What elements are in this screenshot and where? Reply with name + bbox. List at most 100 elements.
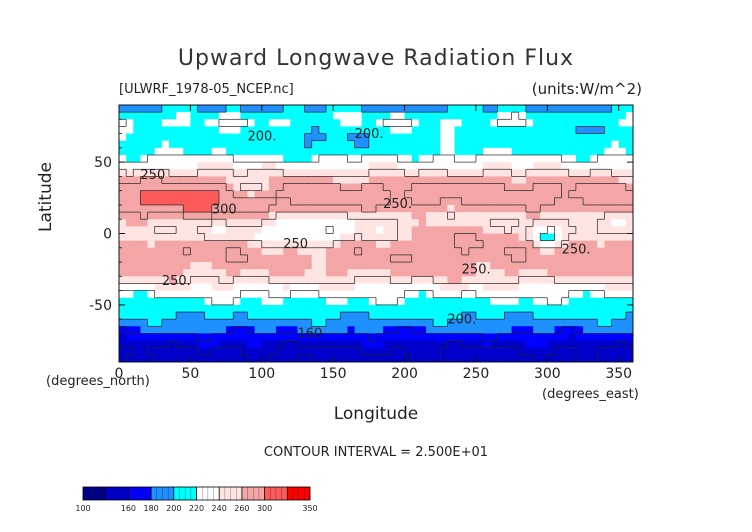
heatmap-cell: [161, 254, 170, 263]
heatmap-cell: [447, 126, 456, 135]
heatmap-cell: [583, 154, 591, 163]
heatmap-cell: [483, 133, 491, 142]
heatmap-cell: [176, 176, 184, 185]
heatmap-cell: [540, 126, 548, 135]
heatmap-cell: [361, 269, 370, 277]
heatmap-cell: [161, 283, 170, 292]
heatmap-cell: [454, 347, 463, 356]
heatmap-cell: [497, 162, 506, 170]
heatmap-cell: [297, 326, 306, 335]
heatmap-cell: [297, 140, 306, 149]
heatmap-cell: [533, 226, 541, 235]
heatmap-cell: [218, 333, 227, 342]
heatmap-cell: [161, 190, 170, 199]
heatmap-cell: [233, 333, 241, 342]
heatmap-cell: [361, 112, 370, 120]
heatmap-cell: [247, 169, 256, 177]
heatmap-cell: [254, 333, 263, 342]
heatmap-cell: [525, 105, 534, 113]
heatmap-cell: [418, 190, 427, 199]
heatmap-cell: [597, 354, 606, 362]
heatmap-cell: [161, 197, 170, 206]
heatmap-cell: [176, 312, 184, 320]
heatmap-cell: [433, 183, 441, 192]
heatmap-cell: [461, 319, 470, 327]
heatmap-cell: [483, 162, 491, 170]
heatmap-cell: [418, 283, 427, 292]
heatmap-cell: [604, 269, 613, 277]
heatmap-cell: [575, 290, 584, 299]
heatmap-cell: [268, 204, 277, 213]
heatmap-cell: [547, 119, 556, 128]
heatmap-cell: [233, 354, 241, 362]
heatmap-cell: [340, 190, 349, 199]
heatmap-cell: [461, 247, 470, 256]
heatmap-cell: [297, 154, 306, 163]
heatmap-cell: [218, 347, 227, 356]
heatmap-cell: [411, 140, 420, 149]
heatmap-cell: [276, 312, 284, 320]
heatmap-cell: [218, 233, 227, 242]
heatmap-cell: [511, 154, 520, 163]
heatmap-cell: [168, 304, 177, 313]
heatmap-cell: [226, 190, 234, 199]
heatmap-cell: [247, 290, 256, 299]
heatmap-cell: [176, 290, 184, 299]
heatmap-cell: [625, 290, 633, 299]
heatmap-cell: [190, 283, 199, 292]
heatmap-cell: [311, 219, 320, 227]
heatmap-cell: [197, 283, 206, 292]
heatmap-cell: [468, 269, 477, 277]
heatmap-cell: [475, 326, 484, 335]
heatmap-cell: [418, 133, 427, 142]
heatmap-cell: [433, 262, 441, 270]
heatmap-cell: [397, 262, 406, 270]
heatmap-cell: [190, 269, 199, 277]
heatmap-cell: [276, 333, 284, 342]
heatmap-cell: [504, 247, 513, 256]
heatmap-cell: [604, 290, 613, 299]
heatmap-cell: [297, 262, 306, 270]
heatmap-cell: [597, 262, 606, 270]
heatmap-cell: [133, 197, 142, 206]
heatmap-cell: [197, 262, 206, 270]
heatmap-cell: [304, 247, 313, 256]
heatmap-cell: [597, 247, 606, 256]
heatmap-cell: [140, 290, 149, 299]
heatmap-cell: [583, 304, 591, 313]
heatmap-cell: [561, 262, 570, 270]
heatmap-cell: [290, 276, 299, 285]
heatmap-cell: [447, 112, 456, 120]
heatmap-cell: [161, 204, 170, 213]
heatmap-cell: [461, 112, 470, 120]
heatmap-cell: [168, 105, 177, 113]
heatmap-cell: [468, 183, 477, 192]
heatmap-cell: [575, 190, 584, 199]
heatmap-cell: [461, 304, 470, 313]
heatmap-cell: [454, 226, 463, 235]
heatmap-cell: [383, 212, 391, 220]
heatmap-cell: [454, 319, 463, 327]
heatmap-cell: [283, 262, 291, 270]
heatmap-cell: [511, 304, 520, 313]
heatmap-cell: [433, 119, 441, 128]
heatmap-cell: [618, 304, 627, 313]
heatmap-cell: [390, 283, 399, 292]
heatmap-cell: [126, 304, 134, 313]
y-tick-label: 0: [103, 227, 112, 243]
heatmap-cell: [440, 105, 448, 113]
heatmap-cell: [583, 269, 591, 277]
heatmap-cell: [247, 354, 256, 362]
heatmap-cell: [533, 112, 541, 120]
heatmap-cell: [468, 304, 477, 313]
heatmap-cell: [233, 140, 241, 149]
heatmap-cell: [625, 312, 633, 320]
heatmap-cell: [575, 312, 584, 320]
heatmap-cell: [525, 162, 534, 170]
heatmap-cell: [483, 112, 491, 120]
heatmap-cell: [525, 312, 534, 320]
heatmap-cell: [397, 126, 406, 135]
heatmap-cell: [154, 190, 163, 199]
heatmap-cell: [190, 290, 199, 299]
heatmap-cell: [268, 254, 277, 263]
